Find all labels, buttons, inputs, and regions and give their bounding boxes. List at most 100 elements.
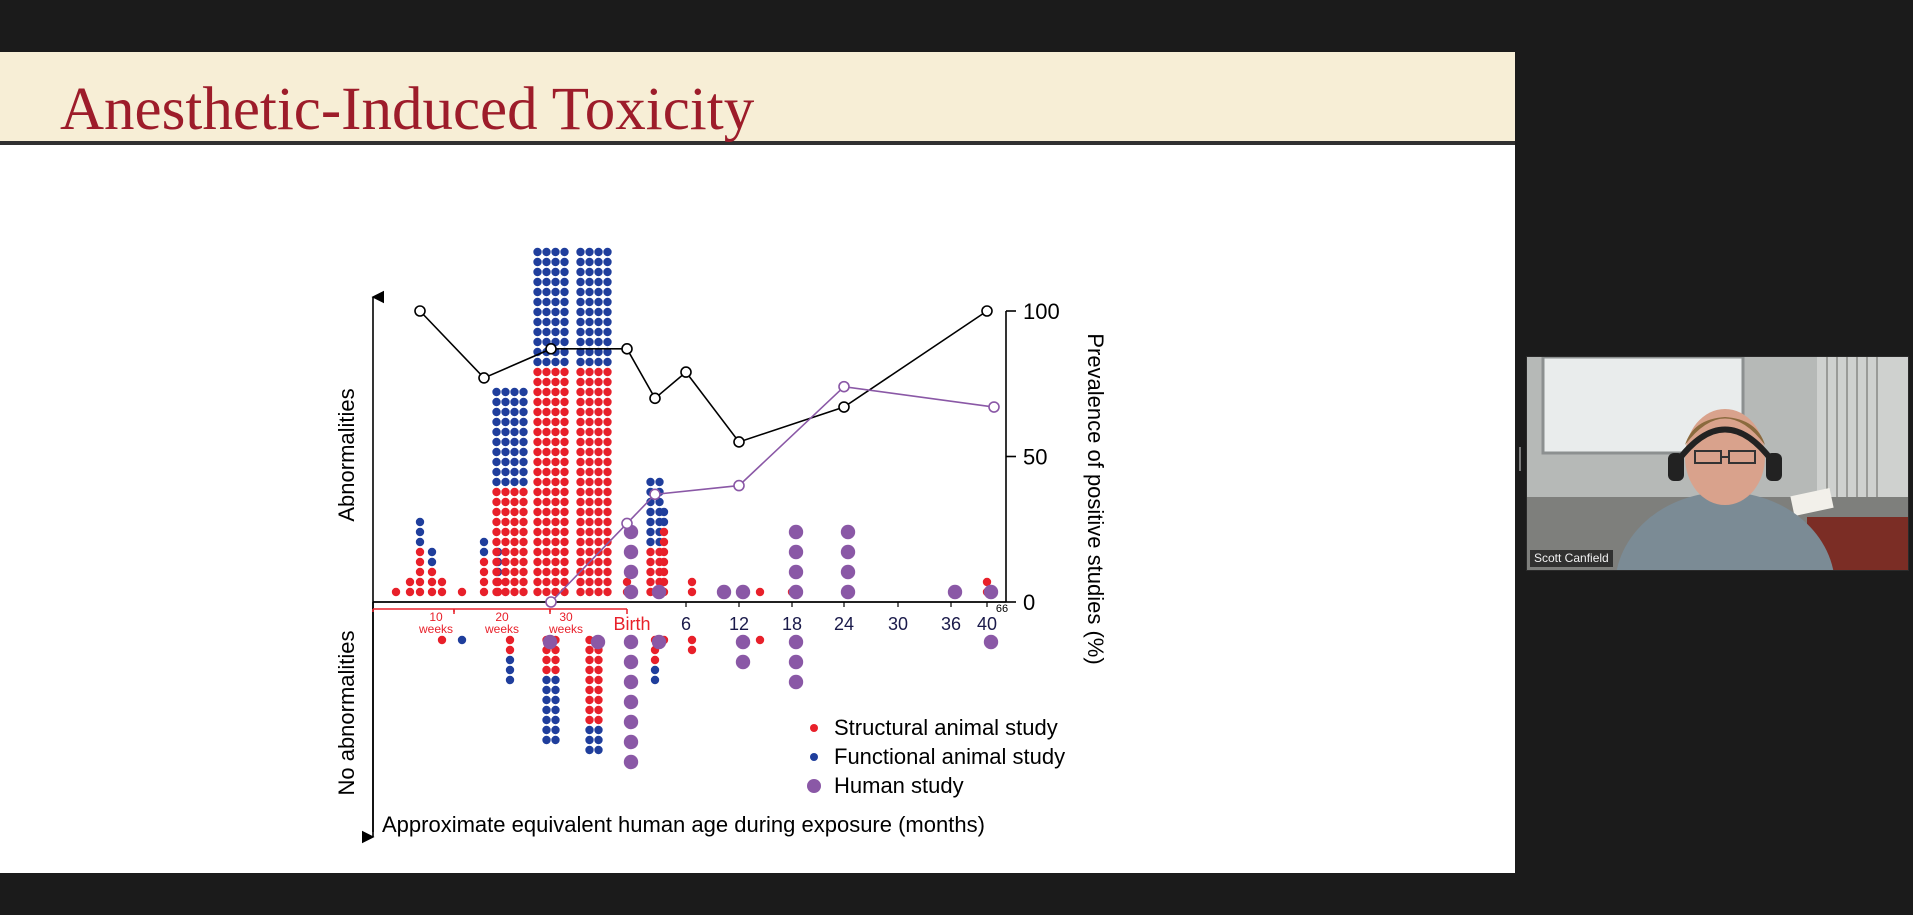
- functional-study-dot: [492, 437, 501, 447]
- functional-study-dot: [594, 277, 603, 287]
- legend-marker: [807, 779, 821, 793]
- structural-study-dot: [533, 487, 542, 497]
- structural-study-dot: [533, 437, 542, 447]
- panel-resize-handle[interactable]: [1517, 447, 1523, 471]
- functional-study-dot: [492, 417, 501, 427]
- functional-study-dot: [551, 307, 560, 317]
- functional-study-dot: [533, 257, 542, 267]
- structural-study-dot: [510, 567, 519, 577]
- structural-study-dot: [603, 427, 612, 437]
- functional-study-dot: [576, 307, 585, 317]
- structural-study-dot: [659, 547, 669, 557]
- legend-label: Structural animal study: [834, 715, 1058, 740]
- structural-study-dot: [560, 497, 569, 507]
- functional-study-dot: [576, 257, 585, 267]
- structural-study-dot: [533, 547, 542, 557]
- functional-study-dot: [415, 517, 425, 527]
- structural-study-dot: [585, 397, 594, 407]
- structural-study-dot: [437, 587, 447, 597]
- meeting-top-bar: [0, 0, 1913, 52]
- structural-study-dot: [687, 587, 697, 597]
- structural-study-dot: [519, 507, 528, 517]
- x-tick-label: 18: [782, 614, 802, 634]
- structural-study-dot: [585, 577, 594, 587]
- structural-study-dot: [542, 377, 551, 387]
- human-study-dot: [788, 634, 804, 650]
- functional-study-dot: [603, 257, 612, 267]
- functional-study-dot: [501, 427, 510, 437]
- functional-study-dot: [594, 725, 603, 735]
- structural-study-dot: [542, 447, 551, 457]
- prevalence-point: [981, 305, 993, 317]
- structural-study-dot: [519, 547, 528, 557]
- functional-study-dot: [594, 357, 603, 367]
- structural-study-dot: [594, 497, 603, 507]
- structural-study-dot: [405, 577, 415, 587]
- structural-study-dot: [533, 417, 542, 427]
- structural-study-dot: [585, 517, 594, 527]
- structural-study-dot: [659, 557, 669, 567]
- functional-study-dot: [560, 287, 569, 297]
- participant-video-tile[interactable]: Scott Canfield: [1526, 356, 1909, 571]
- structural-study-dot: [687, 645, 697, 655]
- structural-study-dot: [501, 547, 510, 557]
- structural-study-dot: [560, 507, 569, 517]
- shared-slide: Anesthetic-Induced Toxicity 0 50 100 10 week…: [0, 52, 1515, 873]
- structural-study-dot: [560, 367, 569, 377]
- structural-study-dot: [659, 537, 669, 547]
- structural-study-dot: [585, 537, 594, 547]
- structural-study-dot: [594, 527, 603, 537]
- structural-study-dot: [519, 587, 528, 597]
- structural-study-dot: [585, 695, 594, 705]
- structural-study-dot: [594, 705, 603, 715]
- functional-study-dot: [492, 447, 501, 457]
- functional-study-dot: [594, 745, 603, 755]
- human-study-dot: [623, 754, 639, 770]
- human-study-dot: [623, 544, 639, 560]
- functional-study-dot: [427, 557, 437, 567]
- structural-study-dot: [501, 537, 510, 547]
- structural-study-dot: [560, 577, 569, 587]
- structural-study-dot: [982, 577, 992, 587]
- functional-study-dot: [501, 417, 510, 427]
- functional-study-dot: [427, 547, 437, 557]
- participant-video: [1527, 357, 1908, 570]
- functional-study-dot: [542, 297, 551, 307]
- functional-study-dot: [603, 297, 612, 307]
- functional-study-dot: [501, 477, 510, 487]
- structural-study-dot: [551, 417, 560, 427]
- functional-study-dot: [655, 497, 664, 507]
- functional-study-dot: [415, 527, 425, 537]
- structural-study-dot: [542, 547, 551, 557]
- functional-study-dot: [492, 387, 501, 397]
- structural-study-dot: [510, 547, 519, 557]
- functional-study-dot: [585, 327, 594, 337]
- structural-study-dot: [533, 517, 542, 527]
- structural-study-dot: [533, 567, 542, 577]
- human-study-dot: [623, 584, 639, 600]
- human-study-dot: [590, 634, 606, 650]
- functional-study-dot: [576, 287, 585, 297]
- functional-study-dot: [542, 715, 551, 725]
- functional-study-dot: [533, 267, 542, 277]
- structural-study-dot: [560, 537, 569, 547]
- structural-study-dot: [551, 397, 560, 407]
- structural-study-dot: [501, 567, 510, 577]
- structural-study-dot: [479, 577, 489, 587]
- functional-study-dot: [560, 247, 569, 257]
- structural-study-dot: [560, 447, 569, 457]
- structural-study-dot: [519, 537, 528, 547]
- structural-study-dot: [594, 655, 603, 665]
- prevalence-point: [733, 436, 745, 448]
- functional-study-dot: [560, 317, 569, 327]
- structural-study-dot: [594, 577, 603, 587]
- structural-study-dot: [755, 635, 765, 645]
- functional-study-dot: [576, 277, 585, 287]
- structural-study-dot: [594, 427, 603, 437]
- structural-study-dot: [551, 377, 560, 387]
- structural-study-dot: [576, 457, 585, 467]
- structural-study-dot: [646, 567, 655, 577]
- human-study-dot: [623, 674, 639, 690]
- structural-study-dot: [415, 557, 425, 567]
- functional-study-dot: [560, 277, 569, 287]
